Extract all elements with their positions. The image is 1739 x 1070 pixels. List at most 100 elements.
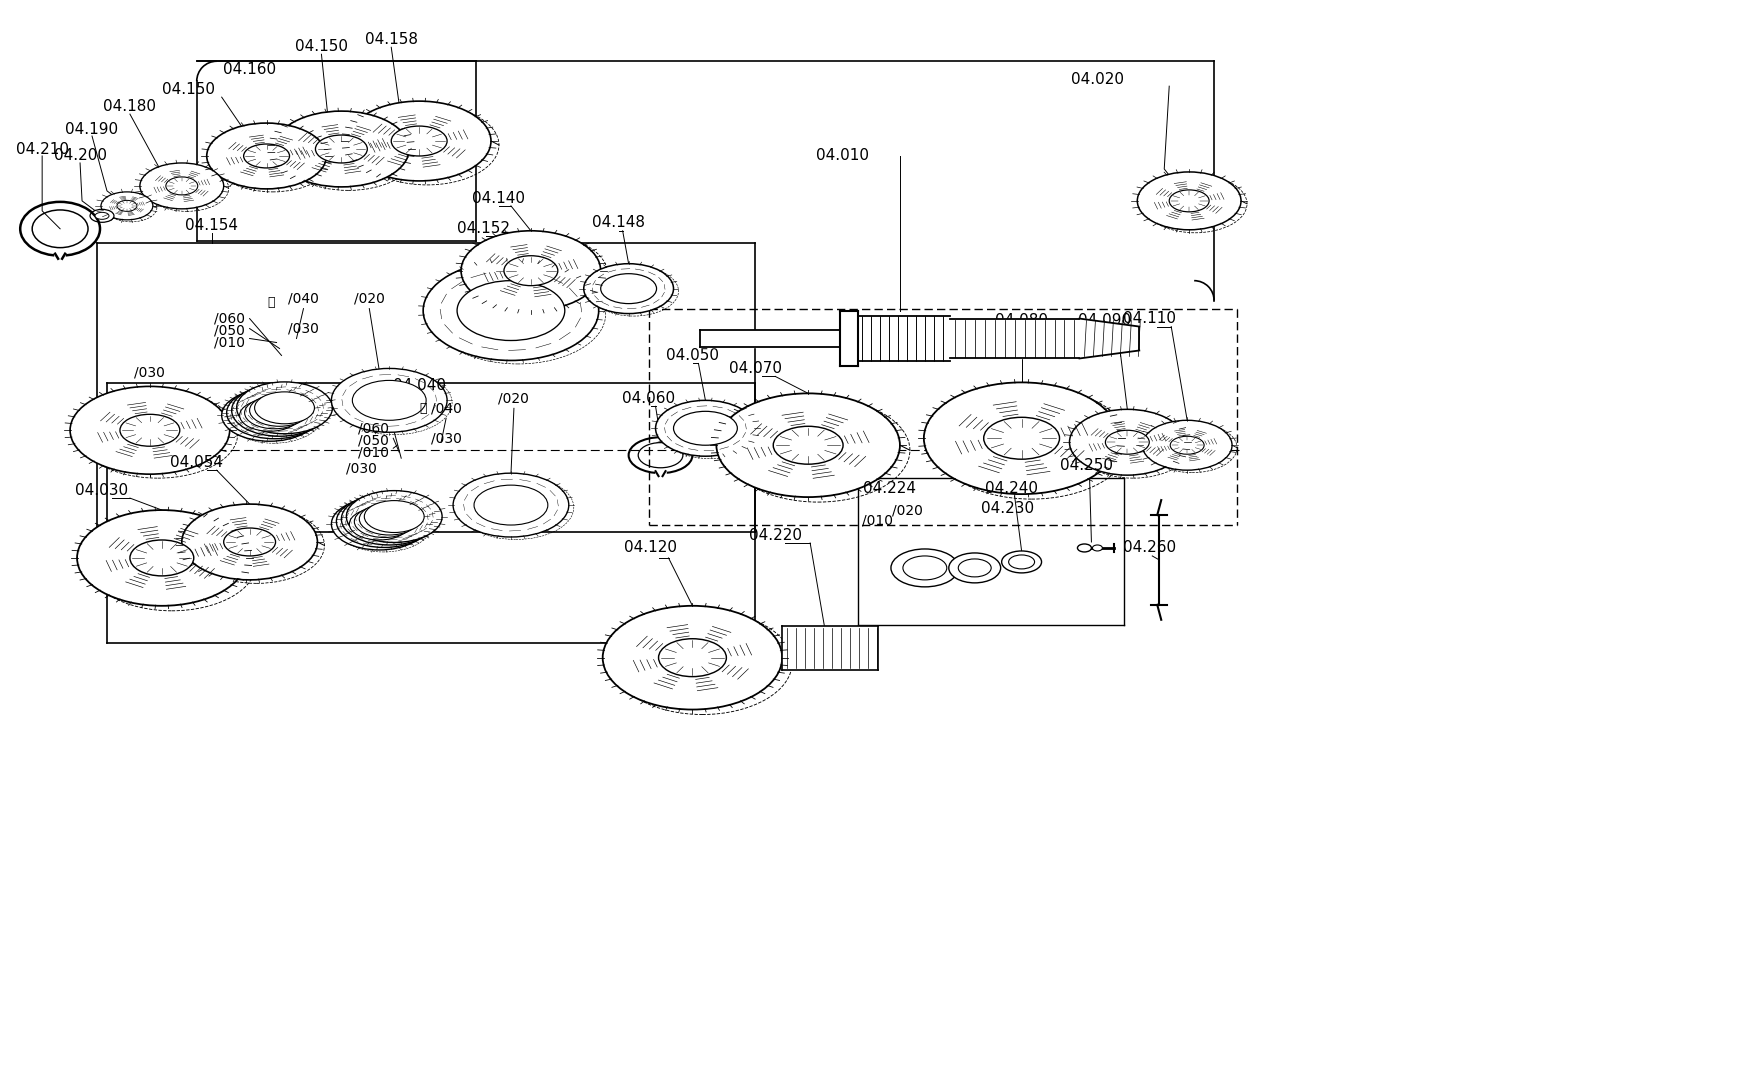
Text: ⚿: ⚿ (268, 295, 275, 308)
Text: 04.040: 04.040 (393, 378, 445, 393)
Polygon shape (783, 626, 878, 670)
Text: 04.190: 04.190 (66, 122, 118, 137)
Ellipse shape (130, 540, 193, 576)
Ellipse shape (600, 274, 656, 304)
Text: /020: /020 (353, 292, 384, 306)
Ellipse shape (315, 135, 367, 163)
Text: 04.060: 04.060 (621, 391, 675, 406)
Text: 04.220: 04.220 (748, 528, 802, 542)
Ellipse shape (70, 386, 230, 474)
Text: 04.230: 04.230 (981, 501, 1033, 516)
Ellipse shape (254, 392, 315, 424)
Ellipse shape (360, 503, 419, 535)
Text: /040: /040 (289, 292, 318, 306)
Polygon shape (701, 330, 840, 348)
Text: /020: /020 (892, 503, 923, 517)
Ellipse shape (1137, 172, 1240, 230)
Text: 04.210: 04.210 (16, 141, 68, 156)
Ellipse shape (226, 387, 322, 439)
Ellipse shape (1169, 189, 1209, 212)
Text: /030: /030 (431, 431, 461, 445)
Ellipse shape (423, 261, 598, 361)
Ellipse shape (1069, 410, 1184, 475)
Text: 04.148: 04.148 (591, 215, 645, 230)
Ellipse shape (1170, 437, 1203, 454)
Ellipse shape (273, 111, 409, 187)
Ellipse shape (165, 177, 198, 195)
Ellipse shape (923, 382, 1118, 494)
Text: 04.050: 04.050 (666, 348, 718, 363)
Ellipse shape (101, 192, 153, 219)
Text: 04.030: 04.030 (75, 483, 129, 498)
Ellipse shape (249, 395, 310, 426)
Ellipse shape (237, 382, 332, 433)
Text: 04.020: 04.020 (1069, 72, 1123, 87)
Ellipse shape (221, 389, 316, 441)
Ellipse shape (1002, 551, 1042, 572)
Text: /010: /010 (214, 336, 245, 350)
Ellipse shape (958, 559, 991, 577)
Text: 04.150: 04.150 (162, 81, 216, 96)
Ellipse shape (363, 501, 424, 533)
Ellipse shape (948, 553, 1000, 583)
Text: /060: /060 (358, 422, 388, 435)
Ellipse shape (1076, 544, 1090, 552)
Ellipse shape (348, 102, 490, 181)
Ellipse shape (240, 399, 299, 431)
Ellipse shape (673, 411, 737, 445)
Ellipse shape (1141, 421, 1231, 470)
Text: 04.154: 04.154 (184, 218, 238, 233)
Ellipse shape (96, 212, 110, 219)
Ellipse shape (903, 556, 946, 580)
Text: 04.250: 04.250 (1059, 458, 1113, 473)
Text: 04.080: 04.080 (995, 314, 1047, 328)
Ellipse shape (657, 639, 725, 676)
Polygon shape (949, 319, 1078, 358)
Ellipse shape (243, 144, 289, 168)
Text: 04.240: 04.240 (984, 480, 1038, 495)
Text: 04.010: 04.010 (816, 149, 868, 164)
Ellipse shape (224, 528, 275, 556)
Ellipse shape (181, 504, 316, 580)
Ellipse shape (90, 210, 113, 223)
Text: /030: /030 (134, 366, 165, 380)
Text: 04.180: 04.180 (103, 98, 157, 113)
Text: 04.070: 04.070 (729, 361, 781, 376)
Ellipse shape (473, 485, 548, 525)
Text: /040: /040 (431, 401, 461, 415)
Polygon shape (840, 310, 857, 366)
Text: /060: /060 (214, 311, 245, 325)
Ellipse shape (890, 549, 958, 586)
Text: /030: /030 (346, 461, 377, 475)
Ellipse shape (330, 368, 447, 432)
Ellipse shape (583, 263, 673, 314)
Ellipse shape (207, 123, 327, 189)
Text: 04.224: 04.224 (863, 480, 916, 495)
Ellipse shape (350, 508, 409, 540)
Ellipse shape (341, 493, 436, 545)
Text: 04.260: 04.260 (1122, 540, 1176, 555)
Text: 04.160: 04.160 (223, 62, 277, 77)
Text: /020: /020 (497, 392, 529, 406)
Text: 04.158: 04.158 (365, 32, 417, 47)
Ellipse shape (656, 400, 755, 456)
Text: 04.054: 04.054 (170, 455, 223, 470)
Text: /030: /030 (289, 322, 318, 336)
Ellipse shape (117, 200, 137, 212)
Ellipse shape (461, 231, 600, 310)
Ellipse shape (504, 256, 558, 286)
Ellipse shape (330, 499, 426, 550)
Ellipse shape (245, 397, 304, 429)
Text: 04.152: 04.152 (456, 221, 510, 236)
Ellipse shape (336, 495, 431, 548)
Ellipse shape (457, 280, 565, 340)
Ellipse shape (452, 473, 569, 537)
Text: /050: /050 (214, 323, 245, 337)
Text: /010: /010 (863, 513, 892, 528)
Polygon shape (857, 316, 949, 362)
Ellipse shape (1009, 555, 1035, 569)
Text: /010: /010 (358, 445, 388, 459)
Ellipse shape (391, 126, 447, 156)
Ellipse shape (139, 163, 224, 209)
Ellipse shape (1092, 545, 1103, 551)
